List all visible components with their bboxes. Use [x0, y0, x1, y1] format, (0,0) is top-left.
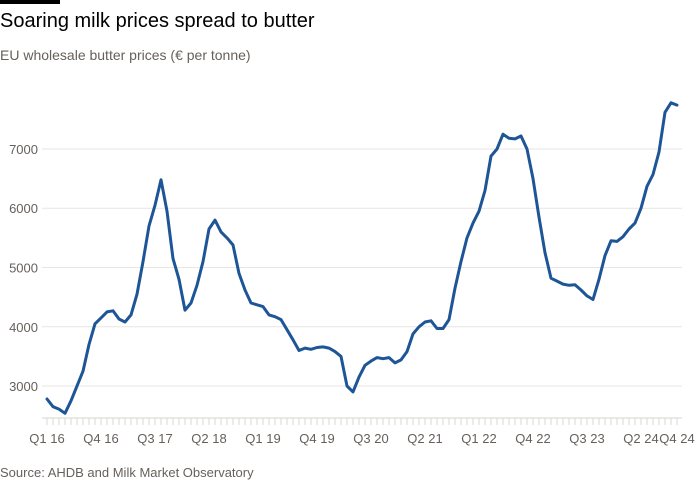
source-note: Source: AHDB and Milk Market Observatory: [0, 465, 254, 480]
x-axis: Q1 16 Q4 16 Q3 17 Q2 18 Q1 19 Q4 19 Q3 20 Q2 21…: [29, 417, 695, 446]
x-tick-label: Q4 16: [83, 431, 118, 446]
y-tick-label: 5000: [9, 260, 38, 275]
y-tick-label: 4000: [9, 320, 38, 335]
x-tick-label: Q1 16: [29, 431, 64, 446]
y-tick-label: 7000: [9, 142, 38, 157]
x-tick-label: Q4 19: [299, 431, 334, 446]
x-tick-label: Q4 22: [515, 431, 550, 446]
chart-subtitle: EU wholesale butter prices (€ per tonne): [0, 47, 251, 63]
chart-title: Soaring milk prices spread to butter: [0, 10, 315, 32]
x-tick-label: Q2 24: [623, 431, 658, 446]
x-tick-label: Q3 17: [137, 431, 172, 446]
x-tick-label: Q3 23: [569, 431, 604, 446]
x-tick-label: Q1 22: [461, 431, 496, 446]
y-tick-label: 6000: [9, 201, 38, 216]
x-tick-label: Q2 18: [191, 431, 226, 446]
y-tick-label: 3000: [9, 379, 38, 394]
y-axis: 3000 4000 5000 6000 7000: [9, 142, 38, 394]
x-tick-label: Q2 21: [407, 431, 442, 446]
x-tick-label: Q3 20: [353, 431, 388, 446]
gridlines: [42, 148, 682, 387]
series-line-butter-price: [45, 101, 679, 415]
line-chart: 3000 4000 5000 6000 7000 Q1 16 Q4 16 Q3 17 Q2 1…: [9, 101, 695, 446]
x-tick-label: Q4 24: [659, 431, 694, 446]
brand-bar: [0, 0, 60, 4]
series-lines: [45, 101, 679, 415]
x-tick-label: Q1 19: [245, 431, 280, 446]
